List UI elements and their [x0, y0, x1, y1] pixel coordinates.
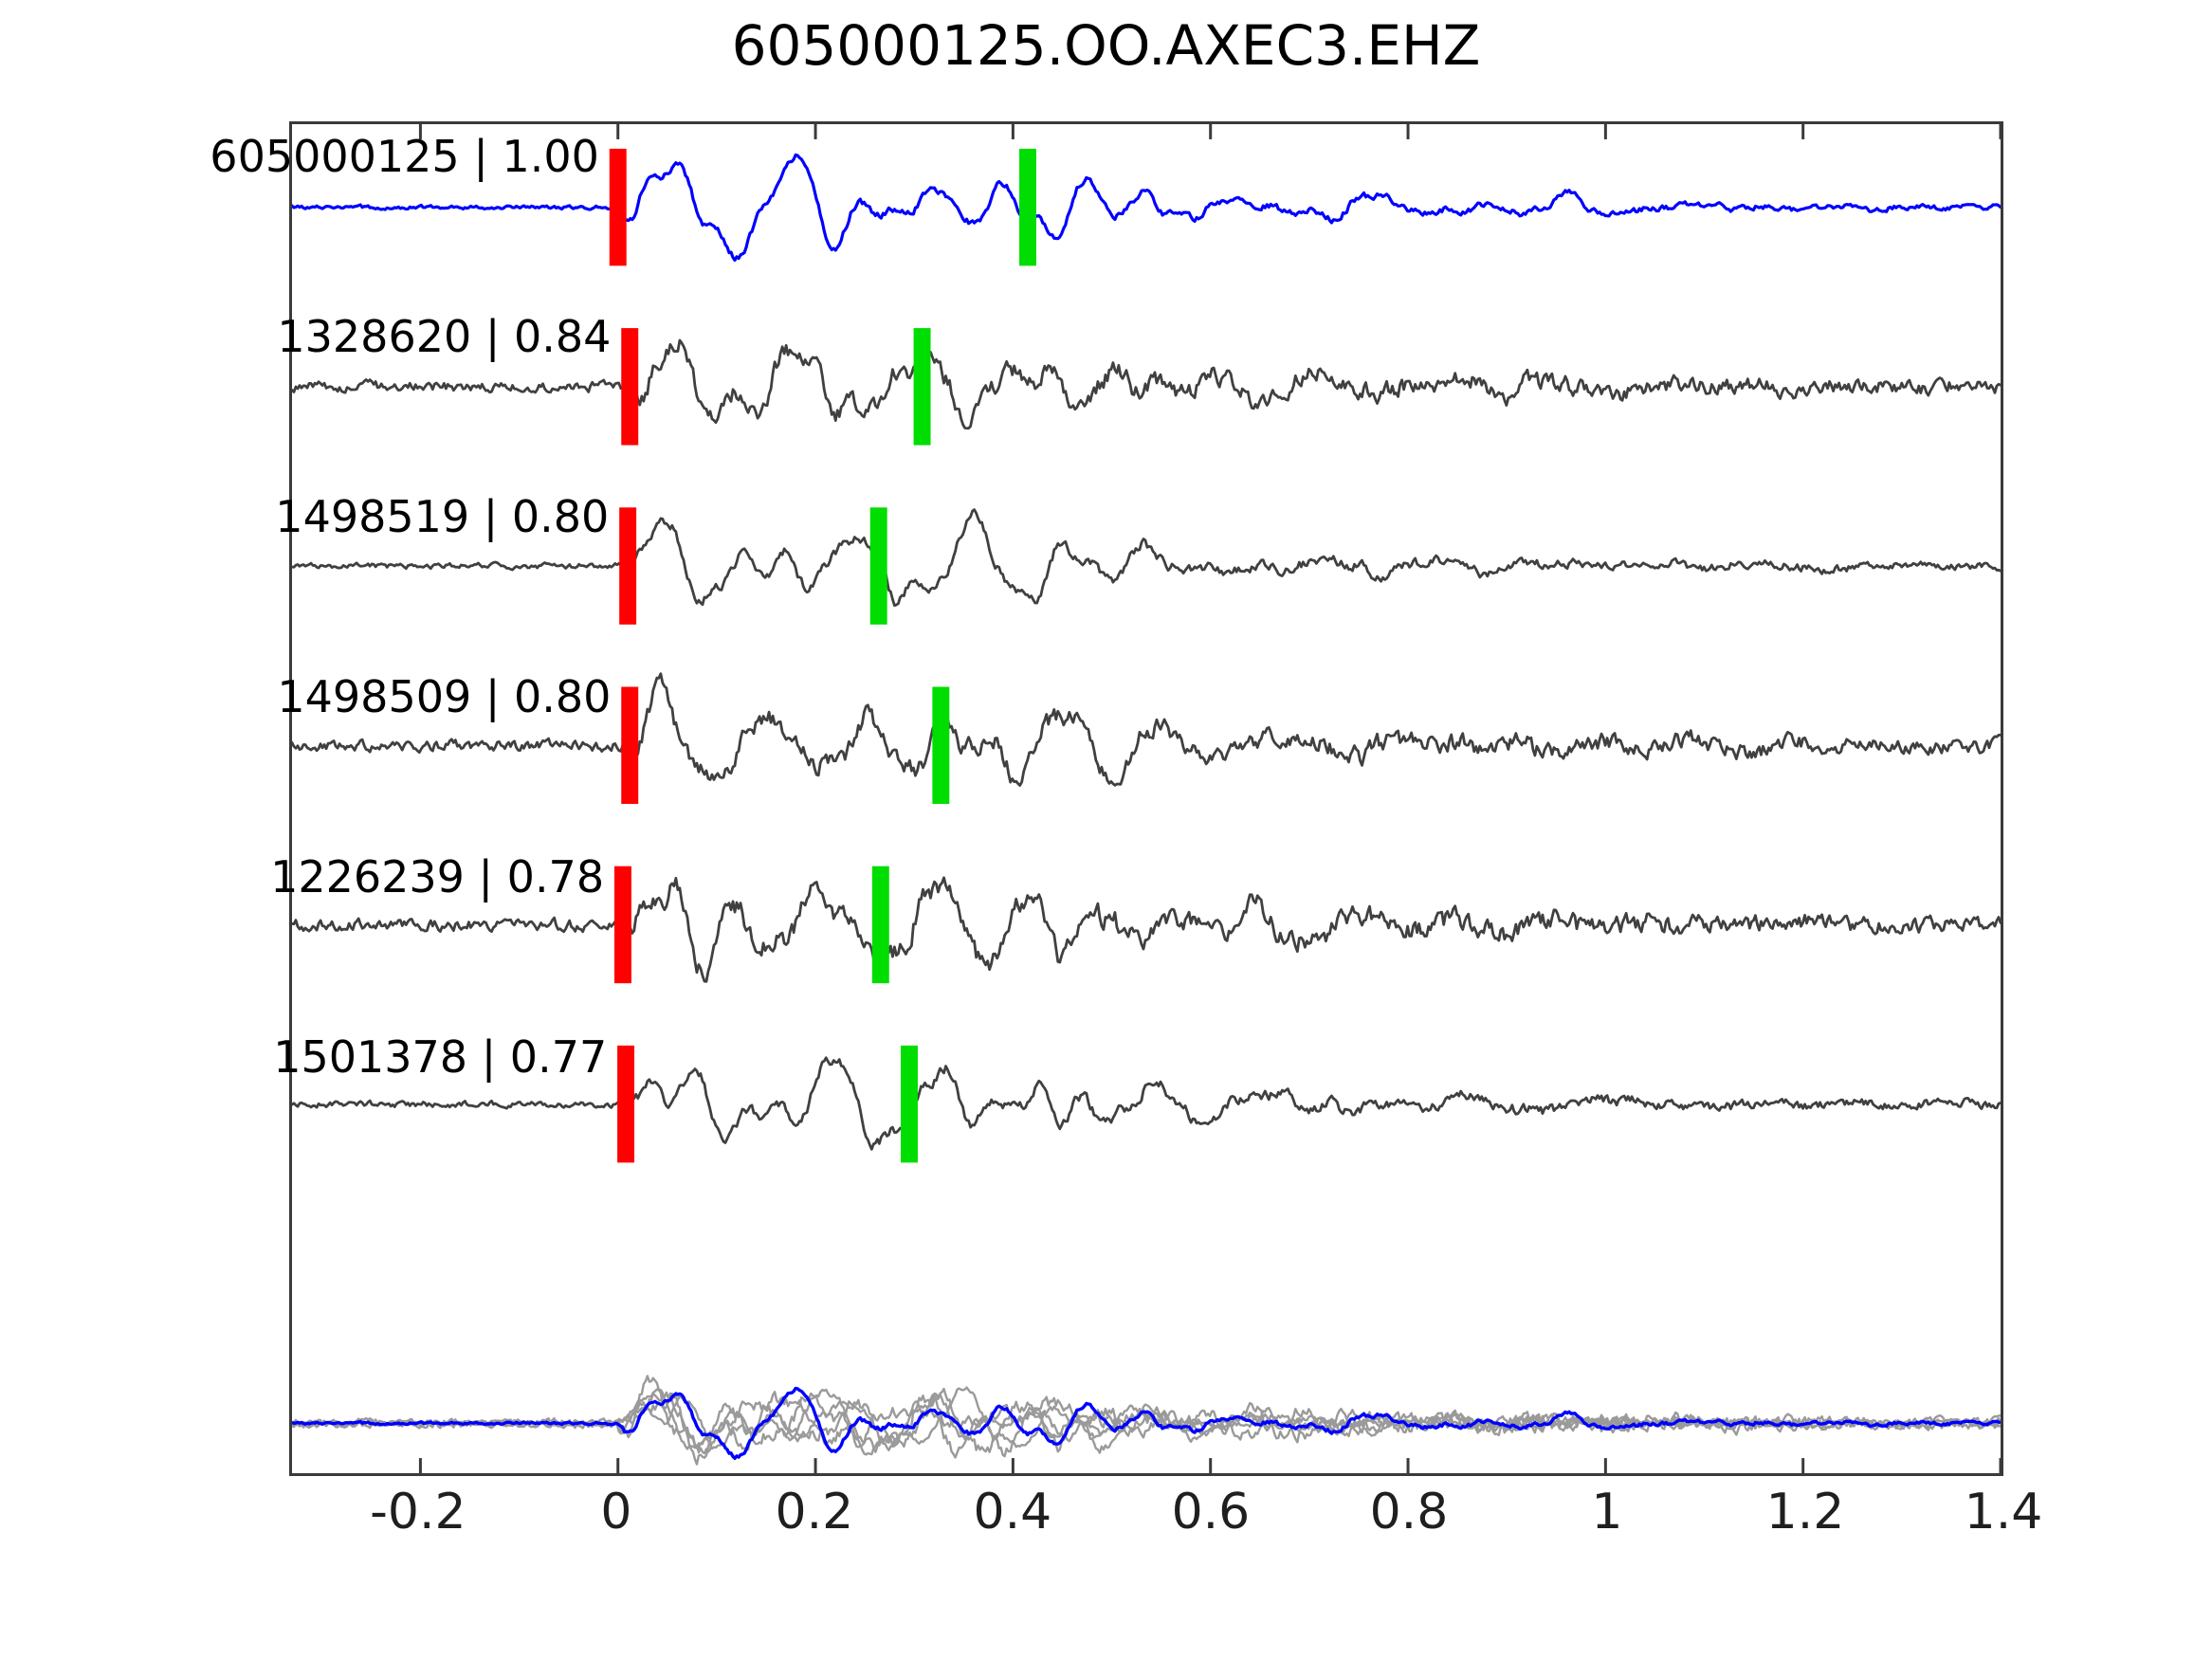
x-tick-label: 0.8: [1369, 1484, 1449, 1540]
trace-label-1498519: 1498519 | 0.80: [275, 491, 610, 542]
waveform-line: [292, 672, 2001, 787]
trace-label-1328620: 1328620 | 0.84: [277, 311, 612, 362]
trace-group-1498509: [292, 672, 2001, 804]
waveform-line: [292, 338, 2001, 430]
trace-label-1501378: 1501378 | 0.77: [273, 1031, 608, 1083]
x-tick-label: 1: [1591, 1484, 1623, 1540]
p-pick-marker: [619, 507, 637, 625]
s-pick-marker: [913, 328, 931, 446]
p-pick-marker: [621, 686, 639, 804]
waveform-line: [292, 876, 2001, 983]
waveform-line: [292, 508, 2001, 608]
s-pick-marker: [869, 507, 887, 625]
x-tick-label: 0.4: [973, 1484, 1052, 1540]
x-tick-label: 0.6: [1171, 1484, 1251, 1540]
stack-detection-line: [292, 1375, 2001, 1458]
page-title: 605000125.OO.AXEC3.EHZ: [731, 13, 1481, 78]
plot-area: [289, 121, 2003, 1476]
x-tick-label: 0: [600, 1484, 632, 1540]
trace-group-1226239: [292, 866, 2001, 984]
s-pick-marker: [1019, 148, 1036, 266]
s-pick-marker: [871, 866, 889, 984]
trace-label-605000125: 605000125 | 1.00: [210, 131, 599, 182]
trace-group-1328620: [292, 328, 2001, 446]
waveform-plot: [292, 124, 2001, 1473]
p-pick-marker: [617, 1045, 635, 1163]
waveform-line: [292, 153, 2001, 263]
s-pick-marker: [932, 686, 950, 804]
stack-overlay-group: [292, 1375, 2001, 1466]
trace-group-1501378: [292, 1045, 2001, 1163]
trace-group-605000125: [292, 148, 2001, 266]
x-axis-tick-labels: -0.2 0 0.2 0.4 0.6 0.8 1 1.2 1.4: [0, 1484, 2212, 1569]
x-tick-label: 0.2: [775, 1484, 854, 1540]
trace-group-1498519: [292, 507, 2001, 625]
p-pick-marker: [609, 148, 627, 266]
p-pick-marker: [621, 328, 639, 446]
trace-label-1226239: 1226239 | 0.78: [270, 851, 605, 902]
x-tick-label: 1.4: [1964, 1484, 2043, 1540]
trace-label-1498509: 1498509 | 0.80: [277, 671, 612, 722]
x-tick-label: -0.2: [370, 1484, 466, 1540]
x-tick-label: 1.2: [1765, 1484, 1845, 1540]
waveform-line: [292, 1056, 2001, 1151]
s-pick-marker: [901, 1045, 918, 1163]
stack-template-line: [292, 1386, 2001, 1461]
p-pick-marker: [613, 866, 631, 984]
